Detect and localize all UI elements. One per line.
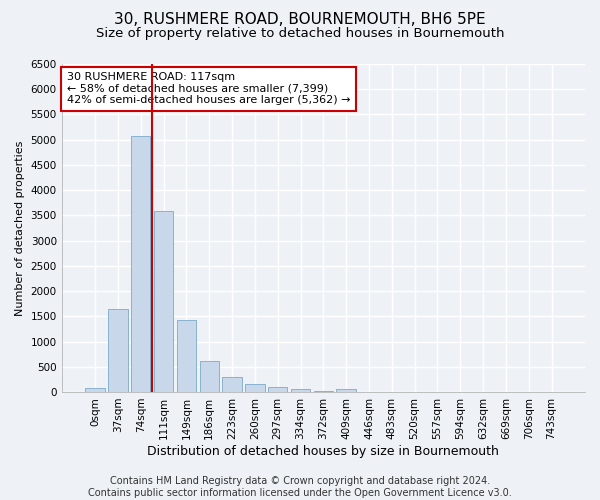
Text: Size of property relative to detached houses in Bournemouth: Size of property relative to detached ho… xyxy=(96,28,504,40)
Bar xyxy=(337,389,356,392)
Text: Contains HM Land Registry data © Crown copyright and database right 2024.
Contai: Contains HM Land Registry data © Crown c… xyxy=(88,476,512,498)
Bar xyxy=(291,389,310,392)
Bar xyxy=(200,361,219,392)
Bar xyxy=(85,388,105,392)
Bar xyxy=(108,309,128,392)
Bar xyxy=(314,390,333,392)
Bar xyxy=(245,384,265,392)
Text: 30, RUSHMERE ROAD, BOURNEMOUTH, BH6 5PE: 30, RUSHMERE ROAD, BOURNEMOUTH, BH6 5PE xyxy=(114,12,486,28)
Text: 30 RUSHMERE ROAD: 117sqm
← 58% of detached houses are smaller (7,399)
42% of sem: 30 RUSHMERE ROAD: 117sqm ← 58% of detach… xyxy=(67,72,350,106)
Bar xyxy=(131,136,151,392)
Bar xyxy=(223,376,242,392)
Bar xyxy=(154,212,173,392)
Y-axis label: Number of detached properties: Number of detached properties xyxy=(15,140,25,316)
Bar xyxy=(177,320,196,392)
Bar xyxy=(268,388,287,392)
X-axis label: Distribution of detached houses by size in Bournemouth: Distribution of detached houses by size … xyxy=(148,444,499,458)
